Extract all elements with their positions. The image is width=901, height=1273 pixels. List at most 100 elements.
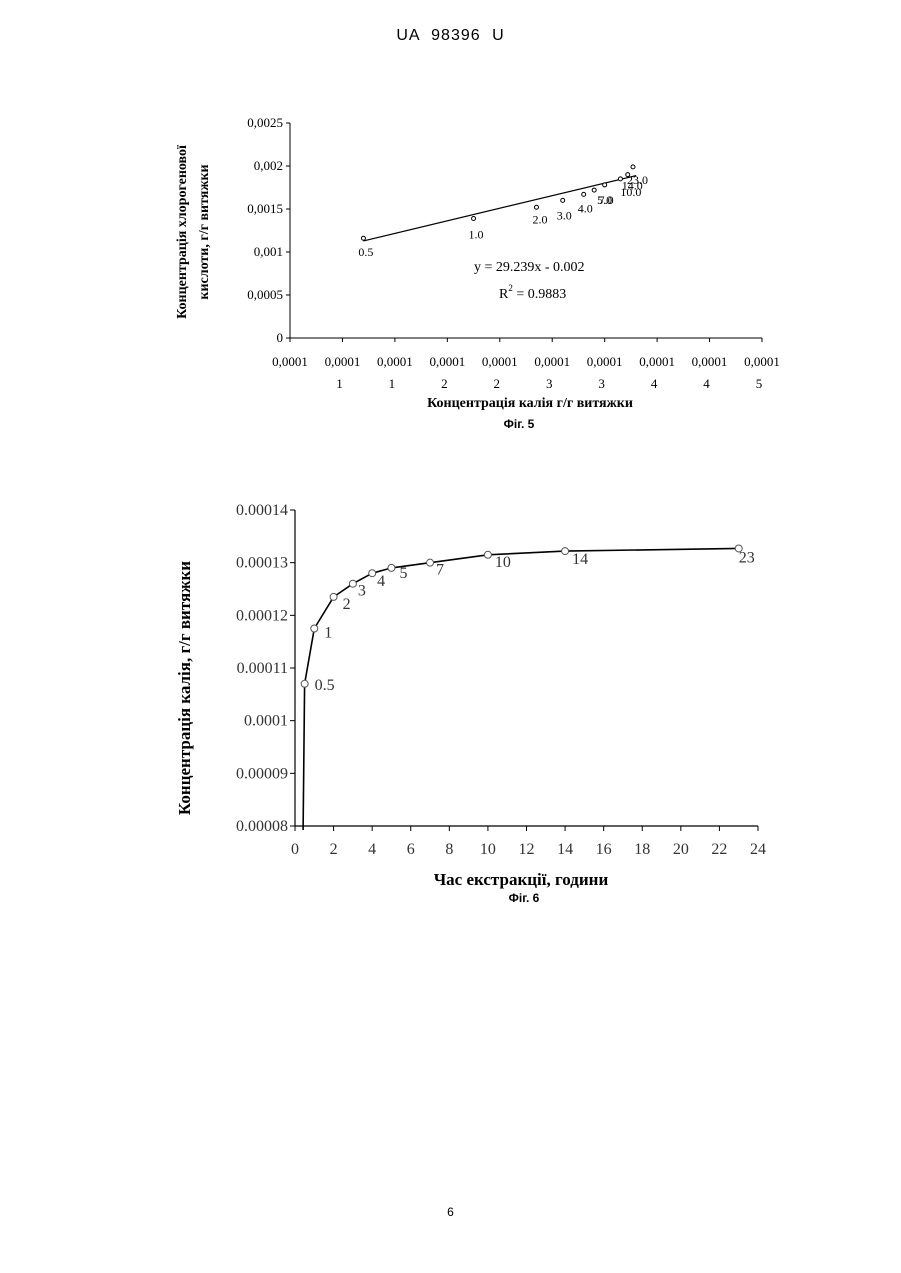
fig6-point (330, 593, 337, 600)
figure-6-chart: 0.00014 0.00013 0.00012 0.00011 0.0001 0.0000… (0, 470, 901, 920)
fig5-point-label: 23.0 (627, 173, 648, 187)
fig5-y-axis-label-line2: кислоти, г/г витяжки (197, 164, 212, 299)
fig6-y-tick-label: 0.00011 (237, 660, 288, 677)
fig5-point (472, 216, 476, 220)
fig5-x-tick-label: 0,0001 (587, 354, 623, 369)
fig6-point (484, 551, 491, 558)
fig6-x-tick-label: 6 (407, 841, 415, 858)
fig5-equation: y = 29.239x - 0.002 (474, 260, 585, 275)
fig5-point-label: 2.0 (532, 212, 547, 226)
fig6-point (427, 559, 434, 566)
fig6-point-label: 5 (399, 565, 407, 582)
fig6-x-tick-label: 4 (368, 841, 376, 858)
fig5-point-label: 4.0 (578, 201, 593, 215)
fig6-point-label: 0.5 (315, 677, 335, 694)
fig6-y-ticks: 0.00014 0.00013 0.00012 0.00011 0.0001 0.0000… (236, 502, 295, 835)
fig6-x-tick-label: 0 (291, 841, 299, 858)
fig6-x-tick-label: 16 (596, 841, 612, 858)
figure-5-chart: 0,00250,0020,00150,0010,00050 0,00010,00… (0, 0, 901, 440)
fig5-x-tick-label: 0,0001 (377, 354, 413, 369)
fig5-y-tick-label: 0,001 (254, 244, 283, 259)
fig6-point (301, 680, 308, 687)
fig6-x-tick-label: 20 (673, 841, 689, 858)
fig6-point (388, 564, 395, 571)
fig5-point (592, 188, 596, 192)
fig5-x-tick-label-suffix: 1 (336, 376, 343, 391)
fig5-x-tick-label-suffix: 3 (546, 376, 553, 391)
fig6-y-tick-label: 0.00013 (236, 555, 288, 572)
fig5-x-axis-label: Концентрація калія г/г витяжки (427, 396, 633, 411)
fig6-point-label: 23 (739, 549, 755, 566)
fig6-point-label: 7 (436, 562, 444, 579)
fig5-x-tick-label: 0,0001 (692, 354, 728, 369)
fig5-point (603, 183, 607, 187)
fig5-x-tick-label-suffix: 2 (441, 376, 448, 391)
fig5-point-label: 1.0 (469, 227, 484, 241)
fig5-x-tick-label-suffix: 1 (389, 376, 396, 391)
fig5-y-ticks: 0,0025 0,002 0,0015 0,001 0,0005 0 (247, 115, 290, 345)
fig6-x-tick-label: 14 (557, 841, 573, 858)
fig5-x-tick-label-suffix: 5 (756, 376, 763, 391)
fig6-curve (303, 548, 739, 830)
fig6-point-label: 10 (495, 554, 511, 571)
fig6-x-ticks: 024681012141618202224 (291, 826, 766, 858)
fig5-y-tick-label: 0,0005 (247, 287, 283, 302)
fig6-x-tick-label: 10 (480, 841, 496, 858)
fig6-point (349, 580, 356, 587)
fig5-trendline-line (363, 176, 636, 241)
fig5-point-label: 3.0 (557, 208, 572, 222)
fig5-r2-value: = 0.9883 (513, 287, 566, 302)
fig6-y-tick-label: 0.00012 (236, 607, 288, 624)
fig6-y-axis-label: Концентрація калія, г/г витяжки (175, 561, 194, 815)
fig6-points: 0.5123457101423 (301, 545, 755, 694)
fig6-x-tick-label: 8 (445, 841, 453, 858)
fig5-trendline (363, 176, 636, 241)
fig5-x-ticks: 0,0001 0,0001 1 0,0001 1 0,0001 2 0,0001 2 0,0001… (272, 338, 780, 391)
fig5-x-tick-label-suffix: 2 (494, 376, 501, 391)
fig6-caption: Фіг. 6 (509, 891, 540, 905)
fig6-point-label: 14 (572, 551, 588, 568)
fig5-y-tick-label: 0,002 (254, 158, 283, 173)
fig5-caption: Фіг. 5 (504, 417, 535, 431)
fig5-points: 0.51.02.03.04.05.07.010.014.023.0 (358, 165, 648, 259)
fig5-x-tick-label: 0,0001 (534, 354, 570, 369)
fig6-point (369, 570, 376, 577)
fig6-point (562, 548, 569, 555)
fig5-x-tick-label: 0,0001 (639, 354, 675, 369)
fig6-point-label: 3 (358, 583, 366, 600)
fig6-x-tick-label: 24 (750, 841, 766, 858)
fig5-point (534, 205, 538, 209)
fig5-axes (290, 123, 762, 338)
fig5-point (561, 198, 565, 202)
fig5-x-tick-label: 0,0001 (744, 354, 780, 369)
fig6-x-tick-label: 2 (330, 841, 338, 858)
fig5-x-tick-label: 0,0001 (272, 354, 308, 369)
fig5-y-axis-label-line1: Концентрація хлорогенової (175, 145, 190, 319)
fig5-y-tick-label: 0,0025 (247, 115, 283, 130)
fig5-point-label: 7.0 (599, 193, 614, 207)
fig6-x-axis-label: Час екстракції, години (434, 870, 609, 889)
fig6-x-tick-label: 18 (634, 841, 650, 858)
fig5-point (361, 236, 365, 240)
fig6-y-tick-label: 0.00014 (236, 502, 288, 519)
fig5-x-tick-label: 0,0001 (482, 354, 518, 369)
fig6-y-tick-label: 0.0001 (244, 713, 288, 730)
fig5-x-tick-label: 0,0001 (325, 354, 361, 369)
fig6-point (311, 625, 318, 632)
fig5-point (631, 165, 635, 169)
fig6-y-tick-label: 0.00009 (236, 765, 288, 782)
fig5-x-tick-label: 0,0001 (429, 354, 465, 369)
fig6-x-tick-label: 12 (519, 841, 535, 858)
fig5-y-tick-label: 0,0015 (247, 201, 283, 216)
fig6-point-label: 1 (324, 625, 332, 642)
fig5-point (582, 192, 586, 196)
fig5-x-tick-label-suffix: 4 (703, 376, 710, 391)
fig5-r-squared: R2 = 0.9883 (499, 283, 566, 302)
fig6-axes (295, 510, 758, 826)
fig6-curve-line (303, 548, 739, 830)
fig6-y-tick-label: 0.00008 (236, 818, 288, 835)
fig6-point-label: 2 (343, 596, 351, 613)
page-number: 6 (0, 1205, 901, 1219)
fig6-point-label: 4 (377, 573, 385, 590)
fig5-y-tick-label: 0 (277, 330, 284, 345)
